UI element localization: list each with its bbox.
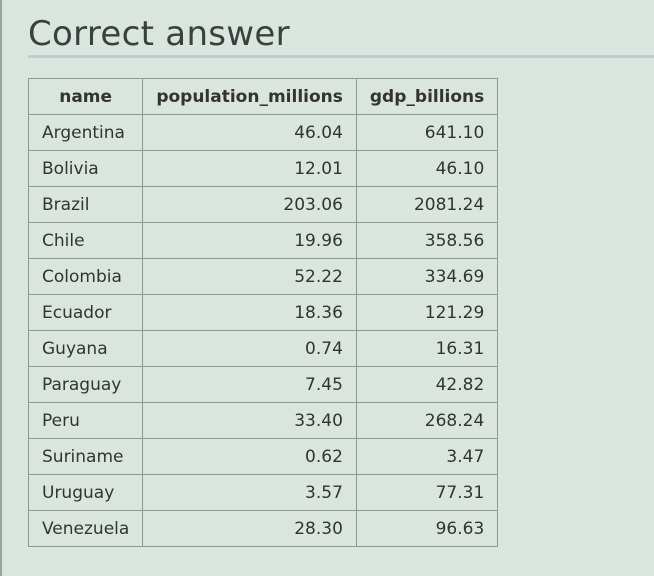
table-row: Venezuela 28.30 96.63 xyxy=(27,510,499,547)
cell-gdp: 16.31 xyxy=(355,330,499,367)
cell-population: 3.57 xyxy=(142,474,357,511)
cell-name: Guyana xyxy=(27,330,144,367)
cell-name: Ecuador xyxy=(27,294,144,331)
cell-gdp: 2081.24 xyxy=(355,186,499,223)
cell-population: 28.30 xyxy=(142,510,357,547)
cell-gdp: 3.47 xyxy=(355,438,499,475)
cell-gdp: 46.10 xyxy=(355,150,499,187)
table-row: Colombia 52.22 334.69 xyxy=(27,258,499,295)
cell-gdp: 121.29 xyxy=(355,294,499,331)
cell-name: Peru xyxy=(27,402,144,439)
table-row: Brazil 203.06 2081.24 xyxy=(27,186,499,223)
cell-population: 46.04 xyxy=(142,114,357,151)
cell-population: 0.62 xyxy=(142,438,357,475)
cell-name: Brazil xyxy=(27,186,144,223)
cell-gdp: 358.56 xyxy=(355,222,499,259)
table-row: Argentina 46.04 641.10 xyxy=(27,114,499,151)
cell-name: Bolivia xyxy=(27,150,144,187)
cell-population: 12.01 xyxy=(142,150,357,187)
cell-name: Colombia xyxy=(27,258,144,295)
cell-population: 52.22 xyxy=(142,258,357,295)
cell-name: Uruguay xyxy=(27,474,144,511)
answer-table: name population_millions gdp_billions Ar… xyxy=(27,78,499,547)
title-divider xyxy=(28,55,654,58)
cell-population: 19.96 xyxy=(142,222,357,259)
cell-name: Venezuela xyxy=(27,510,144,547)
cell-gdp: 77.31 xyxy=(355,474,499,511)
cell-population: 203.06 xyxy=(142,186,357,223)
table-row: Guyana 0.74 16.31 xyxy=(27,330,499,367)
cell-gdp: 334.69 xyxy=(355,258,499,295)
cell-population: 0.74 xyxy=(142,330,357,367)
cell-population: 7.45 xyxy=(142,366,357,403)
table-row: Chile 19.96 358.56 xyxy=(27,222,499,259)
table-row: Peru 33.40 268.24 xyxy=(27,402,499,439)
cell-name: Chile xyxy=(27,222,144,259)
cell-gdp: 641.10 xyxy=(355,114,499,151)
table-row: Uruguay 3.57 77.31 xyxy=(27,474,499,511)
column-header-gdp: gdp_billions xyxy=(355,78,499,115)
table-row: Paraguay 7.45 42.82 xyxy=(27,366,499,403)
table-row: Suriname 0.62 3.47 xyxy=(27,438,499,475)
cell-name: Paraguay xyxy=(27,366,144,403)
cell-name: Argentina xyxy=(27,114,144,151)
column-header-population: population_millions xyxy=(142,78,357,115)
cell-population: 18.36 xyxy=(142,294,357,331)
page-title: Correct answer xyxy=(28,14,290,54)
cell-gdp: 96.63 xyxy=(355,510,499,547)
table-row: Ecuador 18.36 121.29 xyxy=(27,294,499,331)
cell-population: 33.40 xyxy=(142,402,357,439)
cell-gdp: 268.24 xyxy=(355,402,499,439)
cell-name: Suriname xyxy=(27,438,144,475)
table-row: Bolivia 12.01 46.10 xyxy=(27,150,499,187)
cell-gdp: 42.82 xyxy=(355,366,499,403)
column-header-name: name xyxy=(27,78,144,115)
table-header-row: name population_millions gdp_billions xyxy=(27,78,499,115)
